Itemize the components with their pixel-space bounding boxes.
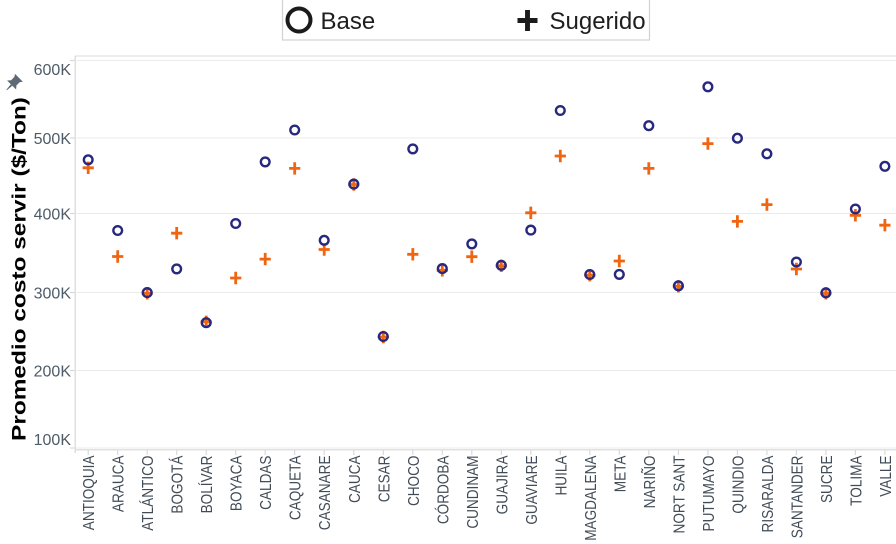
svg-text:TOLIMA: TOLIMA xyxy=(848,455,865,505)
svg-text:NORT SANT: NORT SANT xyxy=(671,456,688,534)
svg-text:PUTUMAYO: PUTUMAYO xyxy=(701,456,718,532)
svg-text:400K: 400K xyxy=(34,206,72,223)
svg-text:Sugerido: Sugerido xyxy=(550,8,646,35)
svg-text:CHOCO: CHOCO xyxy=(406,456,423,507)
svg-text:CÓRDOBA: CÓRDOBA xyxy=(434,455,452,524)
svg-text:Promedio costo servir ($/Ton): Promedio costo servir ($/Ton) xyxy=(8,97,30,441)
svg-text:GUAJIRA: GUAJIRA xyxy=(494,455,511,514)
svg-text:NARIÑO: NARIÑO xyxy=(641,456,659,509)
svg-text:META: META xyxy=(612,455,629,492)
svg-text:CUNDINAM: CUNDINAM xyxy=(465,456,482,529)
svg-text:100K: 100K xyxy=(34,432,72,449)
svg-text:SUCRE: SUCRE xyxy=(819,455,836,503)
svg-text:ATLÁNTICO: ATLÁNTICO xyxy=(139,456,157,531)
svg-text:BOGOTÁ: BOGOTÁ xyxy=(169,455,187,513)
svg-text:500K: 500K xyxy=(34,131,72,148)
svg-text:BOYACA: BOYACA xyxy=(229,455,246,511)
svg-text:HUILA: HUILA xyxy=(553,455,570,495)
svg-text:ANTIOQUIA: ANTIOQUIA xyxy=(81,455,98,530)
svg-text:VALLE: VALLE xyxy=(878,455,895,496)
svg-text:CAQUETA: CAQUETA xyxy=(288,455,305,520)
svg-text:RISARALDA: RISARALDA xyxy=(760,455,777,532)
svg-text:SANTANDER: SANTANDER xyxy=(789,455,806,538)
svg-text:ARAUCA: ARAUCA xyxy=(111,455,128,512)
svg-text:CASANARE: CASANARE xyxy=(317,455,334,530)
svg-text:600K: 600K xyxy=(34,62,72,79)
svg-text:MAGDALENA: MAGDALENA xyxy=(583,455,600,540)
svg-text:BOLÍVAR: BOLÍVAR xyxy=(198,455,216,513)
svg-text:Base: Base xyxy=(321,8,376,35)
svg-text:GUAVIARE: GUAVIARE xyxy=(524,455,541,524)
svg-text:300K: 300K xyxy=(34,285,72,302)
svg-text:CESAR: CESAR xyxy=(376,455,393,502)
svg-text:CALDAS: CALDAS xyxy=(258,455,275,509)
svg-text:200K: 200K xyxy=(34,363,72,380)
svg-text:QUINDIO: QUINDIO xyxy=(730,456,747,514)
svg-text:CAUCA: CAUCA xyxy=(347,455,364,503)
